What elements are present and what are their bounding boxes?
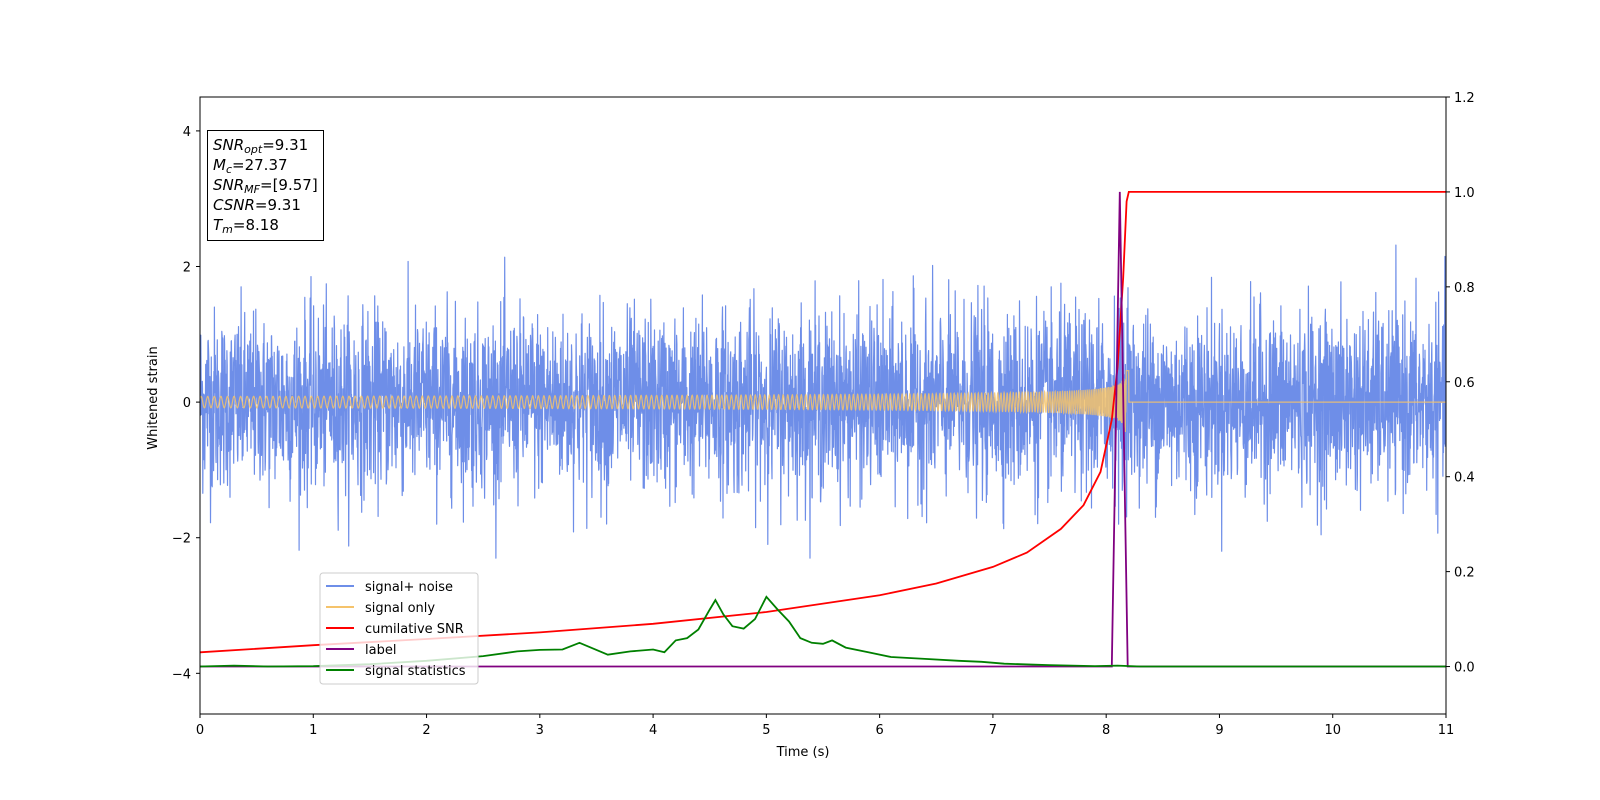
annotation-box: SNRopt=9.31 Mc=27.37 SNRMF=[9.57] CSNR=9…	[207, 130, 324, 241]
legend: signal+ noise signal only cumilative SNR la…	[319, 572, 479, 685]
y-left-tick-label: −4	[172, 667, 191, 682]
x-tick-label: 3	[536, 723, 544, 738]
legend-box	[319, 572, 479, 685]
axes: 0 1 2 3 4 5 6 7 8 9 10 11 4 2 0 −2 −4 1.2 1.0 0.8 0.6 0.4 0.2 0…	[172, 91, 1475, 738]
y-right-tick-label: 1.2	[1454, 91, 1475, 106]
y-right-tick-label: 0.2	[1454, 566, 1475, 581]
plot-area	[200, 191, 1446, 668]
x-tick-label: 7	[989, 723, 997, 738]
series-signal-statistics-line	[200, 595, 1446, 668]
x-tick-label: 9	[1215, 723, 1223, 738]
annotation-csnr: CSNR=9.31	[213, 196, 301, 214]
y-left-tick-label: 0	[183, 396, 191, 411]
x-tick-label: 2	[422, 723, 430, 738]
series-cumulative-snr-line	[200, 191, 1446, 654]
y-right-tick-label: 1.0	[1454, 186, 1475, 201]
annotation-mc: Mc=27.37	[213, 156, 288, 176]
legend-label: cumilative SNR	[365, 622, 464, 637]
x-tick-label: 6	[875, 723, 883, 738]
x-tick-label: 0	[196, 723, 204, 738]
legend-label: signal statistics	[365, 664, 466, 679]
axes-frame	[199, 96, 1447, 715]
x-tick-label: 8	[1102, 723, 1110, 738]
legend-label: signal+ noise	[365, 580, 453, 595]
legend-label: signal only	[365, 601, 435, 616]
x-tick-label: 1	[309, 723, 317, 738]
series-signal-only-line	[200, 370, 1446, 433]
annotation-snr-opt: SNRopt=9.31	[213, 136, 309, 156]
legend-label: label	[365, 643, 396, 658]
x-tick-label: 5	[762, 723, 770, 738]
y-left-tick-label: −2	[172, 532, 191, 547]
x-axis-label: Time (s)	[776, 745, 830, 760]
annotation-tm: Tm=8.18	[213, 216, 279, 236]
y-left-tick-label: 2	[183, 261, 191, 276]
y-right-tick-label: 0.0	[1454, 661, 1475, 676]
plot-clip-group	[200, 191, 1446, 668]
y-right-tick-label: 0.8	[1454, 281, 1475, 296]
y-right-tick-label: 0.6	[1454, 376, 1475, 391]
x-tick-label: 10	[1324, 723, 1341, 738]
y-right-tick-label: 0.4	[1454, 471, 1475, 486]
y-axis-label: Whitened strain	[146, 346, 161, 449]
x-tick-label: 11	[1438, 723, 1455, 738]
y-left-tick-label: 4	[183, 125, 191, 140]
annotation-snr-mf: SNRMF=[9.57]	[213, 176, 318, 196]
x-tick-label: 4	[649, 723, 657, 738]
